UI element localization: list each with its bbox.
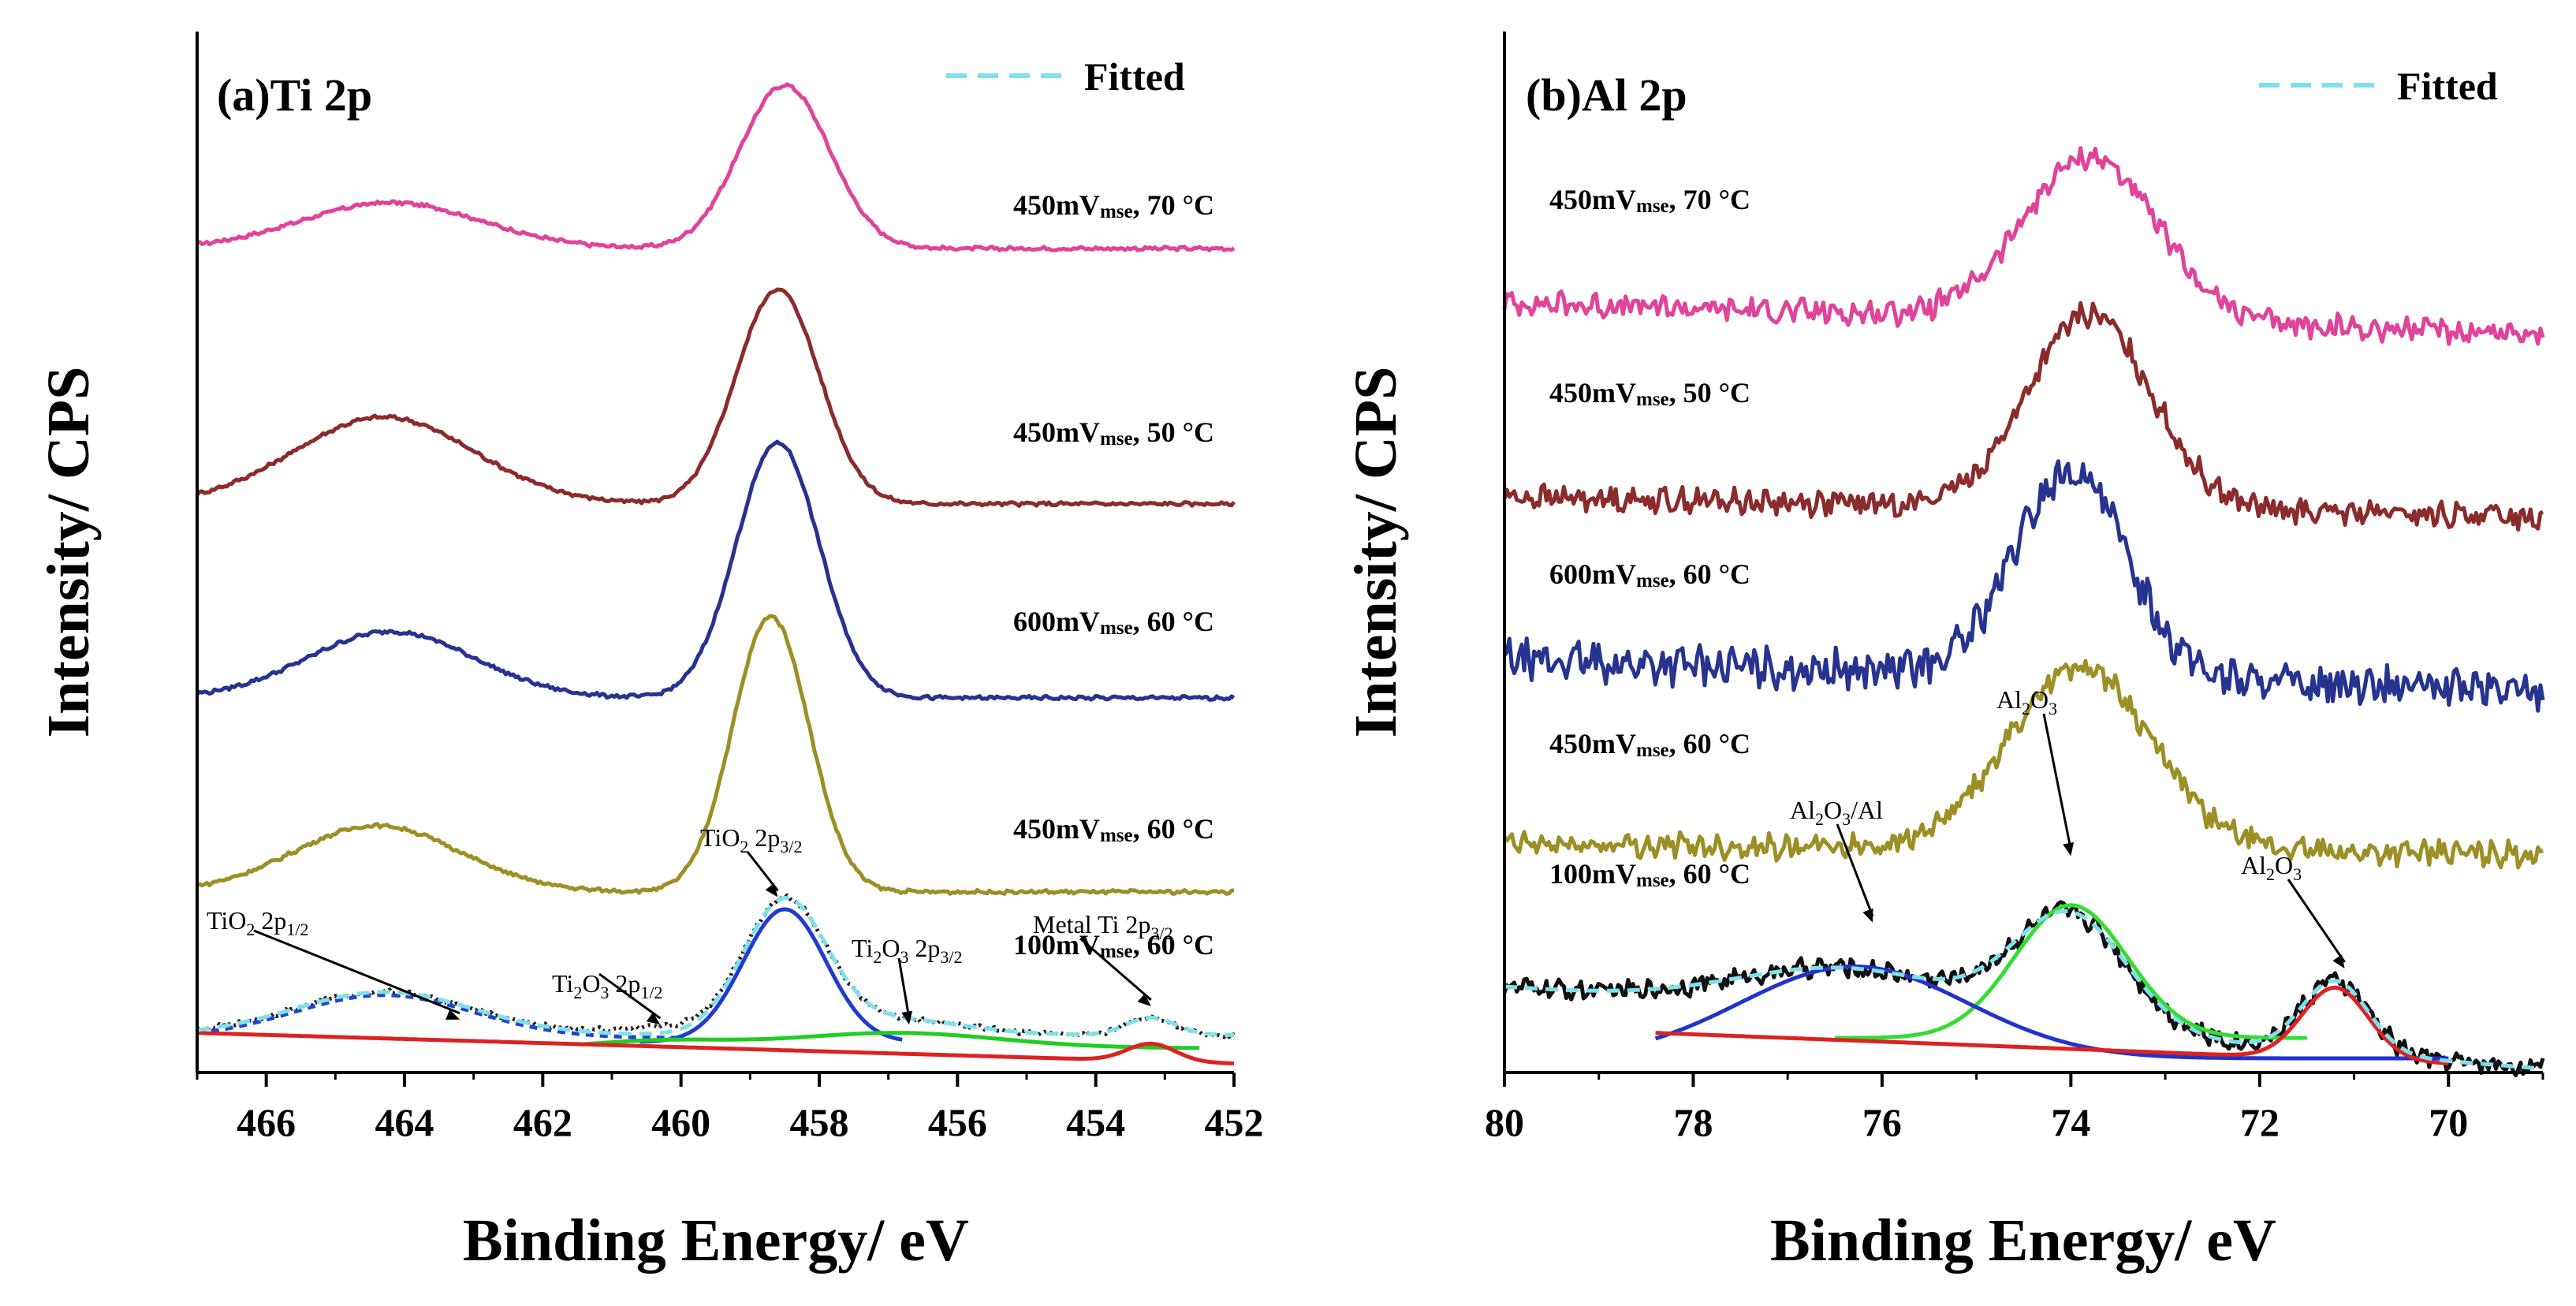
- al-annotation-arrowhead: [1862, 909, 1873, 923]
- al-x-axis-label: Binding Energy/ eV: [1770, 1207, 2276, 1274]
- ti-series-label: 450mVmse, 50 °C: [1013, 416, 1214, 450]
- ti-xtick-label: 452: [1205, 1100, 1264, 1144]
- ti-series-label: 600mVmse, 60 °C: [1013, 606, 1214, 639]
- panel-ti-2p: 450mVmse, 70 °C 450mVmse, 50 °C 600mVmse, …: [35, 32, 1264, 1274]
- al-legend-label: Fitted: [2397, 64, 2498, 108]
- ti-component-line: [639, 909, 902, 1042]
- ti-xtick-label: 460: [651, 1100, 710, 1144]
- ti-panel-title: (a)Ti 2p: [217, 69, 372, 121]
- ti-x-axis-label: Binding Energy/ eV: [463, 1207, 969, 1274]
- xps-figure: 450mVmse, 70 °C 450mVmse, 50 °C 600mVmse, …: [0, 0, 2576, 1306]
- al-annotation-arrowhead: [2332, 954, 2344, 968]
- ti-xtick-label: 458: [790, 1100, 849, 1144]
- ti-xtick-label: 466: [237, 1100, 296, 1144]
- al-annotation-arrowhead: [2063, 842, 2074, 856]
- ti-annotation-label: Metal Ti 2p3/2: [1033, 910, 1173, 943]
- ti-legend-label: Fitted: [1084, 54, 1185, 99]
- al-xtick-label: 76: [1862, 1100, 1902, 1144]
- al-series-label: 600mVmse, 60 °C: [1549, 558, 1750, 591]
- al-annotation-arrow: [2044, 714, 2071, 850]
- ti-series-line: [197, 616, 1234, 894]
- al-y-axis-label: Intensity/ CPS: [1343, 367, 1409, 738]
- ti-xtick-label: 456: [928, 1100, 987, 1144]
- al-series-label: 450mVmse, 70 °C: [1549, 184, 1750, 217]
- ti-series-label: 450mVmse, 70 °C: [1013, 189, 1214, 222]
- ti-annotation-label: TiO2 2p1/2: [207, 906, 309, 939]
- al-xtick-label: 72: [2240, 1100, 2280, 1144]
- al-annotation-label: Al2O3: [2241, 851, 2302, 884]
- al-annotation-arrow: [2288, 879, 2345, 962]
- ti-y-axis-label: Intensity/ CPS: [35, 367, 102, 738]
- ti-annotation-label: TiO2 2p3/2: [700, 823, 803, 856]
- al-series-label: 450mVmse, 50 °C: [1549, 377, 1750, 410]
- ti-annotation-label: Ti2O3 2p3/2: [852, 934, 963, 967]
- al-series-label: 100mVmse, 60 °C: [1549, 858, 1750, 891]
- ti-annotation-label: Ti2O3 2p1/2: [552, 969, 663, 1002]
- al-annotation-label: Al2O3: [1996, 685, 2057, 718]
- al-series-line: [1504, 303, 2543, 529]
- al-series-label: 450mVmse, 60 °C: [1549, 728, 1750, 761]
- ti-xtick-label: 464: [375, 1100, 434, 1144]
- al-series-line: [1504, 148, 2543, 344]
- al-xtick-label: 70: [2429, 1100, 2468, 1144]
- ti-xtick-label: 454: [1066, 1100, 1125, 1144]
- ti-annotation-arrow: [254, 931, 460, 1013]
- al-xtick-label: 80: [1485, 1100, 1524, 1144]
- al-component-line: [1504, 911, 2543, 1069]
- al-xtick-label: 74: [2051, 1100, 2090, 1144]
- panel-al-2p: 450mVmse, 70 °C 450mVmse, 50 °C 600mVmse, …: [1343, 32, 2543, 1274]
- al-xtick-label: 78: [1673, 1100, 1713, 1144]
- ti-series-line: [197, 289, 1234, 506]
- ti-annotation-arrowhead: [766, 883, 778, 897]
- al-annotation-label: Al2O3/Al: [1790, 796, 1883, 829]
- ti-annotation-arrowhead: [1138, 994, 1151, 1006]
- ti-series-line: [197, 442, 1234, 700]
- ti-xtick-label: 462: [513, 1100, 572, 1144]
- ti-annotation-arrow: [899, 958, 909, 1018]
- ti-annotation-arrowhead: [647, 1013, 661, 1024]
- al-panel-title: (b)Al 2p: [1526, 69, 1687, 121]
- ti-series-label: 450mVmse, 60 °C: [1013, 813, 1214, 846]
- al-component-line: [1656, 987, 2449, 1063]
- ti-component-line: [197, 1033, 1234, 1064]
